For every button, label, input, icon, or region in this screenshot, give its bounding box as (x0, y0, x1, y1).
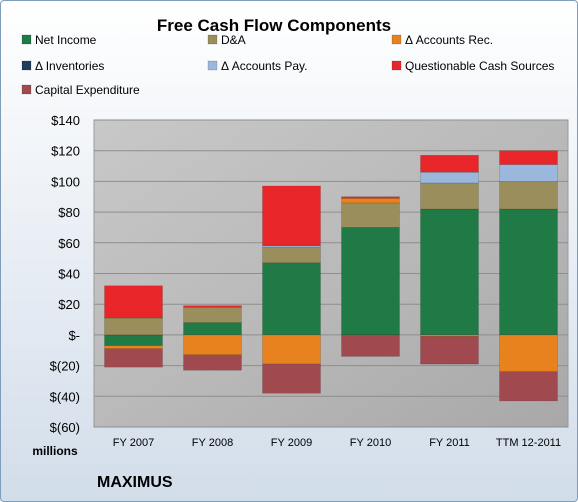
legend-label: D&A (221, 33, 246, 47)
bar-segment (104, 285, 163, 319)
y-tick-label: $20 (58, 297, 80, 312)
legend-swatch (21, 84, 32, 95)
bar-segment (183, 305, 242, 308)
bar-segment (183, 334, 242, 356)
chart-title: Free Cash Flow Components (157, 16, 391, 35)
x-tick-label: FY 2008 (192, 437, 233, 449)
bar-segment (420, 155, 479, 173)
bar-segment (262, 363, 321, 394)
y-tick-label: $40 (58, 267, 80, 282)
bar-segment (262, 247, 321, 264)
bar-segment (420, 182, 479, 210)
y-tick-label: $60 (58, 236, 80, 251)
legend-label: Δ Accounts Pay. (221, 59, 308, 73)
y-tick-label: $(60) (50, 420, 80, 435)
bar-segment (341, 227, 400, 336)
legend-swatch (21, 34, 32, 45)
gridlines (94, 119, 568, 428)
bar-segment (420, 336, 479, 365)
y-tick-label: $140 (51, 113, 80, 128)
company-name: MAXIMUS (97, 474, 173, 491)
y-tick-label: $- (68, 328, 80, 343)
bar-segment (341, 198, 400, 204)
x-tick-label: FY 2009 (271, 437, 312, 449)
x-tick-label: TTM 12-2011 (496, 437, 561, 449)
y-tick-label: $100 (51, 174, 80, 189)
x-axis-ticks: FY 2007 FY 2008 FY 2009 FY 2010 FY 2011 TTM 1… (113, 437, 561, 449)
bar-segment (262, 185, 321, 247)
legend-swatch (21, 60, 32, 71)
x-tick-label: FY 2011 (429, 437, 470, 449)
bar-segment (183, 354, 242, 371)
bar-segment (499, 371, 558, 402)
y-tick-label: $(20) (50, 359, 80, 374)
legend-label: Questionable Cash Sources (405, 59, 554, 73)
y-tick-label: $(40) (50, 389, 80, 404)
legend-swatch (391, 34, 402, 45)
bar-segment (341, 202, 400, 228)
bar-segment (341, 196, 400, 199)
bar-segment (341, 334, 400, 357)
bar-segment (499, 334, 558, 372)
x-tick-label: FY 2010 (350, 437, 391, 449)
legend-label: Capital Expenditure (35, 83, 140, 97)
y-axis-ticks: $140 $120 $100 $80 $60 $40 $20 $- $(20) $(40) $(60… (50, 113, 80, 435)
legend-label: Δ Accounts Rec. (405, 33, 493, 47)
bar-segment (499, 208, 558, 336)
bar-segment (499, 150, 558, 165)
bar-segment (262, 334, 321, 365)
bar-segment (183, 322, 242, 336)
legend-swatch (207, 34, 218, 45)
bar-segment (104, 334, 163, 346)
bar-segment (104, 348, 163, 368)
bar-segment (420, 171, 479, 184)
bar-segment (104, 345, 163, 349)
legend-label: Δ Inventories (35, 59, 104, 73)
legend-swatch (391, 60, 402, 71)
bars (104, 150, 558, 402)
legend: Net Income D&A Δ Accounts Rec. Δ Inventorie… (21, 33, 554, 97)
bar-segment (183, 307, 242, 323)
bar-segment (104, 317, 163, 336)
bar-segment (499, 164, 558, 182)
bar-segment (262, 262, 321, 336)
x-tick-label: FY 2007 (113, 437, 154, 449)
bar-segment (420, 208, 479, 336)
legend-label: Net Income (35, 33, 97, 47)
y-tick-label: $80 (58, 205, 80, 220)
y-tick-label: $120 (51, 144, 80, 159)
bar-segment (499, 181, 558, 210)
legend-swatch (207, 60, 218, 71)
y-axis-label: millions (32, 444, 78, 458)
